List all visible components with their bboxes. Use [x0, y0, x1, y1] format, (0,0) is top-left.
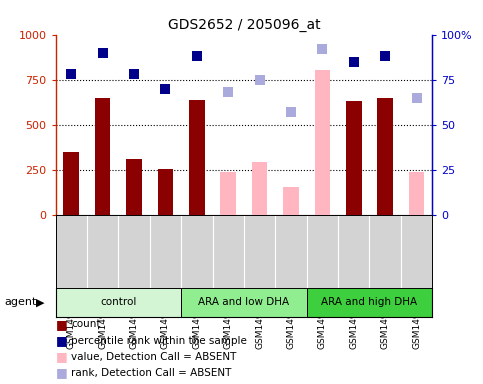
Bar — [95, 98, 111, 215]
Bar — [189, 99, 205, 215]
Text: percentile rank within the sample: percentile rank within the sample — [71, 336, 247, 346]
Bar — [409, 172, 425, 215]
Text: ■: ■ — [56, 350, 67, 363]
Bar — [252, 162, 268, 215]
Bar — [56, 288, 181, 317]
Text: ■: ■ — [56, 334, 67, 347]
Bar — [377, 98, 393, 215]
Bar — [283, 187, 299, 215]
Text: ▶: ▶ — [36, 297, 45, 308]
Text: count: count — [71, 319, 101, 329]
Bar — [346, 101, 362, 215]
Text: ARA and high DHA: ARA and high DHA — [321, 297, 418, 308]
Text: ■: ■ — [56, 366, 67, 379]
Text: value, Detection Call = ABSENT: value, Detection Call = ABSENT — [71, 352, 237, 362]
Bar — [307, 288, 432, 317]
Bar — [63, 152, 79, 215]
Bar — [314, 70, 330, 215]
Bar — [126, 159, 142, 215]
Text: control: control — [100, 297, 137, 308]
Bar — [181, 288, 307, 317]
Title: GDS2652 / 205096_at: GDS2652 / 205096_at — [168, 18, 320, 32]
Text: agent: agent — [5, 297, 37, 308]
Bar — [157, 169, 173, 215]
Text: ■: ■ — [56, 318, 67, 331]
Text: ARA and low DHA: ARA and low DHA — [199, 297, 289, 308]
Text: rank, Detection Call = ABSENT: rank, Detection Call = ABSENT — [71, 368, 232, 378]
Bar — [220, 172, 236, 215]
